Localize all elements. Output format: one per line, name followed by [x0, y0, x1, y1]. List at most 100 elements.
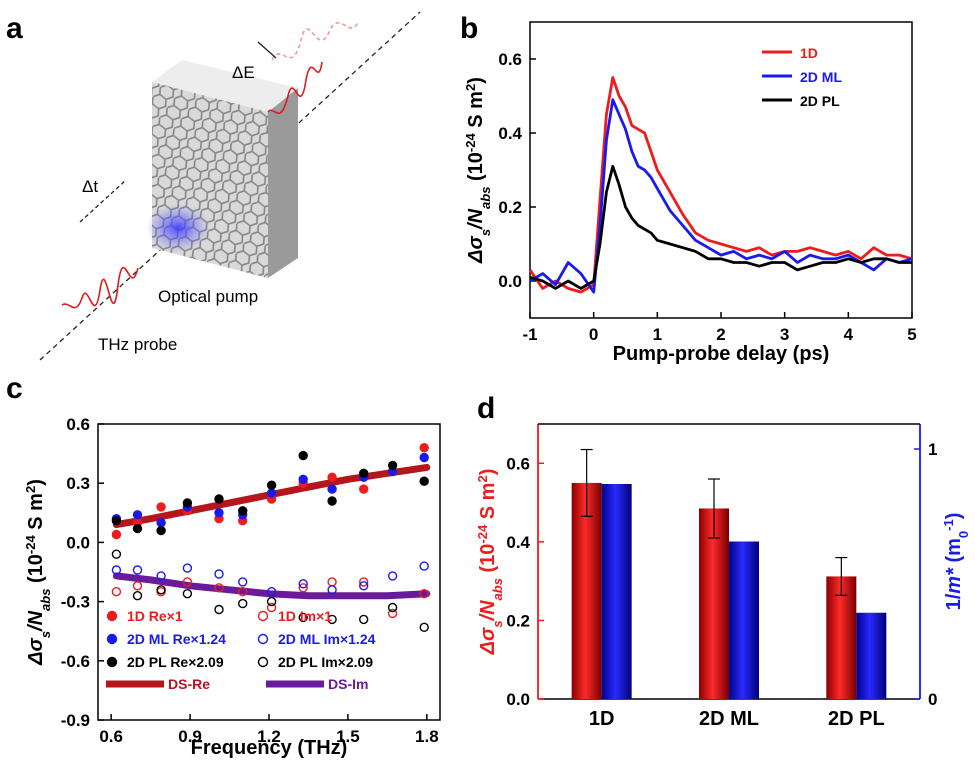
data-point — [214, 494, 224, 504]
y-axis-label-part: Δσ — [465, 235, 487, 263]
y-tick-label: 0.2 — [498, 198, 522, 217]
y-tick-label: -0.9 — [61, 711, 90, 730]
data-point — [327, 484, 337, 494]
y2-tick-label: 1 — [928, 440, 937, 459]
bar-1d-conductivity — [571, 482, 602, 699]
y-axis-label-part: -24 — [23, 535, 38, 555]
data-point — [237, 577, 248, 587]
x-tick-label: 0.6 — [99, 727, 123, 746]
data-point — [156, 518, 166, 528]
data-point — [132, 523, 143, 534]
bar-1d-conductivity — [826, 576, 857, 699]
data-point — [266, 596, 277, 607]
y2-axis-label: 1/m* (m0-1) — [941, 513, 971, 611]
data-point — [298, 612, 308, 623]
data-point — [387, 602, 398, 613]
legend-label: 2D ML Im×1.24 — [278, 631, 376, 647]
y-axis-label-part: (10 — [465, 152, 487, 186]
legend-marker — [106, 633, 118, 645]
data-point — [266, 587, 277, 597]
delta-e-marker-icon — [257, 41, 277, 59]
y-tick-label: 0.0 — [506, 690, 530, 709]
data-point — [266, 602, 277, 613]
y-axis-label-part: /N — [25, 610, 47, 632]
data-point — [359, 484, 369, 494]
data-point — [156, 502, 166, 512]
delta-t-arrow-icon — [79, 179, 127, 223]
x-tick-label: 2D ML — [699, 708, 759, 730]
x-tick-label: 2D PL — [828, 708, 885, 730]
y-axis-label-part: (10 — [25, 554, 47, 588]
data-point — [359, 468, 369, 478]
data-point — [111, 587, 122, 597]
y-tick-label: 0.0 — [498, 272, 522, 291]
data-point — [419, 452, 429, 463]
y-axis-label-part: ) — [465, 77, 487, 84]
data-point — [266, 480, 277, 490]
x-axis-label: Frequency (THz) — [191, 737, 348, 759]
data-point — [156, 571, 166, 581]
x-tick-label: 5 — [907, 325, 916, 344]
panel-label-b: b — [460, 12, 478, 45]
delta-t-label: Δt — [82, 177, 98, 196]
sample-slab-icon — [146, 60, 298, 278]
data-point — [327, 496, 337, 506]
data-point — [214, 569, 224, 579]
y-tick-label: 0.3 — [66, 474, 90, 493]
legend-marker — [106, 656, 118, 668]
data-point — [111, 565, 122, 575]
series-line — [528, 76, 913, 294]
y-tick-label: 0.0 — [66, 533, 90, 552]
data-point — [237, 598, 248, 609]
x-tick-label: 4 — [844, 325, 854, 344]
y-axis-label-part: -24 — [463, 133, 478, 153]
y-axis-label-part: abs — [478, 187, 493, 209]
data-point — [298, 474, 308, 484]
bar-inverse-mass — [601, 484, 632, 699]
plot-frame — [529, 21, 913, 319]
panel-c: c 0.6 0.9 1.2 1.5 1.8 -0.9 -0.6 -0.3 0.0 0.3 0.6 Fr… — [6, 372, 441, 759]
panel-label-a: a — [6, 12, 23, 45]
y-axis-label-part: S m — [25, 493, 47, 535]
fit-line — [112, 572, 431, 600]
y2-axis-label-part: 1/ — [943, 593, 965, 610]
y-axis-label-part: S m — [477, 483, 499, 525]
panel-b: b -1 0 1 2 3 4 5 0.0 0.2 0.4 0.6 Pump-probe delay (… — [460, 12, 917, 365]
legend-label: DS-Re — [168, 676, 210, 692]
y-axis-label-part: 2 — [463, 84, 478, 91]
x-tick-label: 1 — [653, 325, 662, 344]
data-point — [156, 585, 166, 595]
legend-label: 2D PL Re×2.09 — [127, 654, 224, 670]
thz-probe-label: THz probe — [98, 335, 177, 354]
data-point — [182, 589, 193, 599]
data-point — [132, 591, 143, 601]
data-point — [132, 510, 143, 520]
data-point — [387, 571, 398, 581]
y2-axis-label-part: ) — [943, 513, 965, 520]
y2-axis-label-part: (m — [943, 538, 965, 568]
x-tick-label: 3 — [780, 325, 789, 344]
data-point — [111, 516, 122, 526]
y-tick-label: -0.6 — [61, 652, 90, 671]
legend-label: 2D PL Im×2.09 — [278, 654, 373, 670]
y-tick-label: 0.2 — [506, 611, 530, 630]
legend-label: 2D PL — [800, 93, 840, 109]
x-tick-label: -1 — [522, 325, 537, 344]
data-point — [214, 583, 224, 593]
x-axis-label: Pump-probe delay (ps) — [613, 343, 830, 365]
pump-spot-icon — [146, 204, 210, 252]
legend-marker — [106, 610, 118, 622]
y-axis-label-part: abs — [490, 578, 505, 600]
y-tick-label: -0.3 — [61, 593, 90, 612]
data-point — [298, 450, 308, 461]
optical-pump-label: Optical pump — [158, 287, 258, 306]
data-point — [111, 529, 122, 540]
y-tick-label: 0.4 — [498, 124, 522, 143]
y-axis-label-part: s — [38, 631, 53, 638]
x-tick-label: 1.5 — [336, 727, 360, 746]
data-point — [182, 563, 193, 573]
y-tick-label: 0.6 — [506, 454, 530, 473]
y-axis-label-part: /N — [465, 208, 487, 230]
